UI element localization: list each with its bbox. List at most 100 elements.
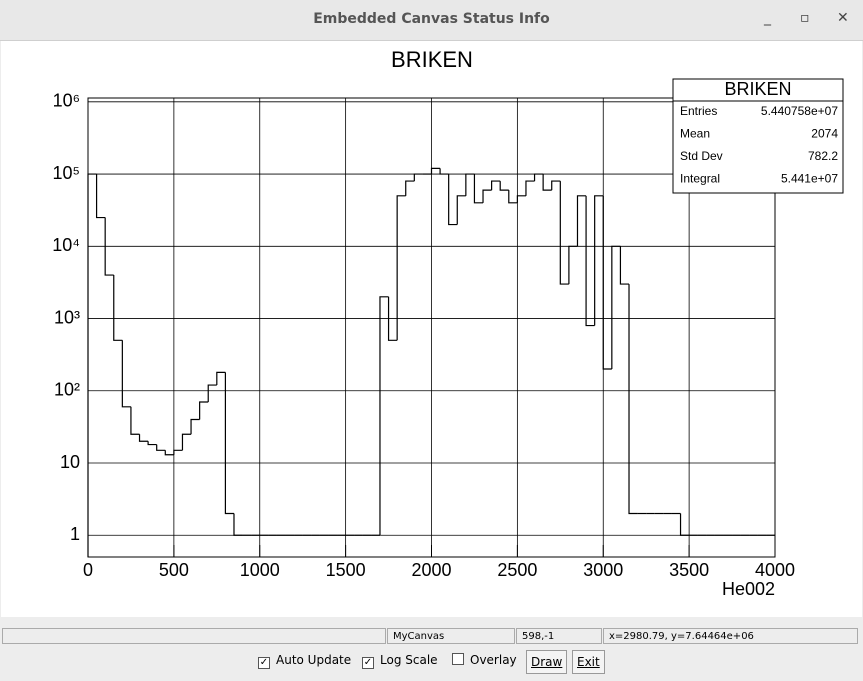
controls: ✓ Auto Update ✓ Log Scale Overlay Draw Exit [0,650,863,674]
x-tick-label: 1000 [240,560,280,580]
checkbox[interactable]: ✓ Auto Update [258,653,351,669]
histogram-bin [199,401,209,420]
histogram-bin [516,195,526,203]
checkbox-box[interactable]: ✓ [258,657,270,669]
histogram-bin [602,195,612,370]
y-tick-label: 1 [70,524,80,544]
histogram-bin [104,217,114,276]
histogram-bin [594,195,604,326]
histogram-bin [173,449,183,455]
checkbox[interactable]: ✓ Log Scale [362,653,438,669]
histogram-bin [439,168,449,175]
checkbox-box[interactable]: ✓ [362,657,374,669]
stats-value: 2074 [811,127,838,141]
maximize-button[interactable]: ▫ [800,10,810,26]
histogram-bin [113,275,123,341]
x-tick-label: 1500 [326,560,366,580]
x-tick-label: 3500 [669,560,709,580]
x-tick-label: 3000 [583,560,623,580]
histogram-bin [156,444,166,451]
chart-title: BRIKEN [391,47,473,72]
histogram-bin [164,450,174,456]
checkbox-box[interactable] [452,653,464,665]
checkbox-label: Overlay [470,653,517,667]
stats-value: 5.440758e+07 [761,104,838,118]
x-tick-label: 0 [83,560,93,580]
x-tick-label: 2500 [497,560,537,580]
button[interactable]: Draw [526,650,568,674]
histogram-bin [585,195,595,327]
checkbox[interactable]: Overlay [452,653,517,667]
close-button[interactable]: ✕ [837,10,849,26]
window-title: Embedded Canvas Status Info [313,11,550,27]
histogram-bin [576,195,587,247]
histogram-bin [95,174,106,219]
histogram-bin [448,174,458,226]
histogram-bin [551,180,561,191]
stats-label: Integral [680,172,720,186]
histogram-bin [525,180,535,196]
histogram-bin [430,167,441,175]
histogram-bin [216,371,226,386]
stats-label: Std Dev [680,149,723,163]
histogram-bin [87,173,97,557]
status-cell: 598,-1 [516,628,602,644]
status-cell [2,628,386,644]
status-bar: MyCanvas 598,-1 x=2980.79, y=7.64464e+06 [0,628,863,646]
histogram-bin [482,189,492,203]
histogram-bin [207,384,217,402]
y-tick-label: 10² [54,380,80,400]
status-cell: MyCanvas [387,628,515,644]
stats-value: 782.2 [808,149,838,163]
histogram-bin [224,372,234,515]
histogram-bin [379,296,389,536]
x-axis-label: He002 [722,579,775,599]
histogram-bin [473,174,484,204]
histogram-bin [190,418,200,435]
histogram-bin [465,173,475,196]
stats-value: 5.441e+07 [781,172,838,186]
histogram-bin [491,180,501,191]
histogram-bin [628,284,638,515]
histogram-bin [233,513,243,536]
histogram-bin [508,190,518,204]
histogram-bin [456,195,466,225]
histogram-bin [121,340,131,408]
stats-title: BRIKEN [724,79,791,99]
histogram-bin [138,434,149,442]
histogram-bin [559,181,569,285]
canvas: BRIKEN 0 500 1000 1500 2000 2500 3000 3500 4000 1 1… [1,41,862,617]
checkbox-label: Auto Update [276,653,352,667]
y-tick-label: 10⁴ [52,235,80,255]
status-cell: x=2980.79, y=7.64464e+06 [603,628,858,644]
histogram-bin [130,406,140,435]
stats-box [672,78,844,194]
y-tick-label: 10³ [54,307,80,327]
histogram-bin [405,180,415,196]
x-tick-label: 500 [159,560,189,580]
histogram-bin [619,246,630,285]
histogram-bin [568,245,578,285]
stats-label: Mean [680,127,710,141]
histogram-bin [611,245,621,370]
histogram-bin [396,195,406,341]
histogram-bin [679,513,690,536]
histogram-bin [542,174,552,191]
histogram-bin [147,441,157,446]
x-tick-label: 2000 [411,560,451,580]
checkbox-label: Log Scale [380,653,438,667]
y-tick-label: 10 [60,452,80,472]
button[interactable]: Exit [572,650,605,674]
histogram-bin [387,296,398,341]
x-tick-label: 4000 [755,560,795,580]
title-bar: Embedded Canvas Status Info _ ▫ ✕ [0,0,863,41]
y-tick-label: 10⁵ [53,163,80,183]
histogram-bin [499,181,509,191]
histogram-bin [413,173,423,182]
y-tick-label: 10⁶ [53,91,80,111]
minimize-button[interactable]: _ [764,10,771,26]
histogram-bin [533,173,544,182]
stats-label: Entries [680,104,717,118]
histogram-bin [181,433,192,451]
